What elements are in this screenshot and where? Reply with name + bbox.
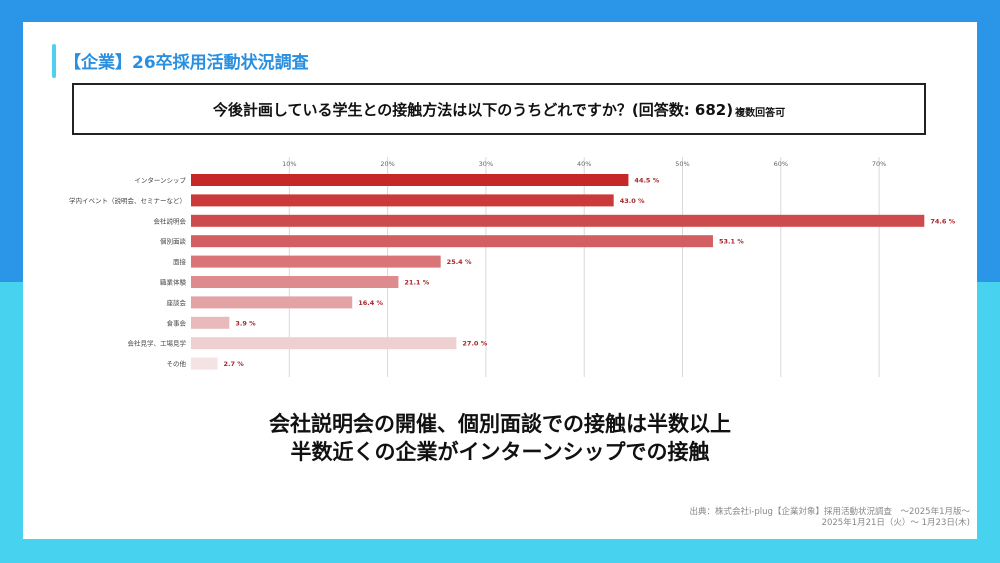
bar <box>191 276 399 288</box>
category-label: 会社見学、工場見学 <box>128 339 187 348</box>
x-tick-label: 30% <box>479 160 493 168</box>
bar <box>191 316 230 329</box>
x-tick-label: 20% <box>380 160 394 168</box>
header-accent-bar <box>52 44 56 78</box>
data-label: 44.5 % <box>634 177 659 185</box>
bar <box>191 296 353 309</box>
bar <box>191 255 441 268</box>
source-line-1: 出典：株式会社i-plug【企業対象】採用活動状況調査 ～2025年1月版～ <box>689 507 970 517</box>
question-box: 今後計画している学生との接触方法は以下のうちどれですか？(回答数: 682) 複… <box>72 83 926 135</box>
data-label: 74.6 % <box>930 217 955 225</box>
conclusion-line-1: 会社説明会の開催、個別面談での接触は半数以上 <box>269 412 731 436</box>
bar <box>191 214 925 227</box>
data-label: 16.4 % <box>358 299 383 307</box>
slide-card <box>23 22 977 539</box>
data-label: 53.1 % <box>719 238 744 246</box>
category-label: インターンシップ <box>134 176 186 185</box>
bar <box>191 357 218 370</box>
category-label: 職業体験 <box>160 278 187 287</box>
x-tick-label: 50% <box>675 160 689 168</box>
x-tick-label: 10% <box>282 160 296 168</box>
bar <box>191 194 614 207</box>
category-label: 座談会 <box>167 298 187 307</box>
category-label: 個別面談 <box>160 237 187 246</box>
x-tick-label: 60% <box>774 160 788 168</box>
data-label: 2.7 % <box>224 360 245 368</box>
data-label: 3.9 % <box>235 319 256 327</box>
bar <box>191 174 629 186</box>
data-label: 27.0 % <box>462 340 487 348</box>
category-label: その他 <box>167 359 187 368</box>
bar <box>191 235 713 248</box>
category-label: 面接 <box>173 257 187 266</box>
data-label: 21.1 % <box>404 279 429 287</box>
question-note: 複数回答可 <box>735 108 786 119</box>
data-label: 43.0 % <box>620 197 645 205</box>
category-label: 会社説明会 <box>154 216 187 225</box>
question-text: 今後計画している学生との接触方法は以下のうちどれですか？(回答数: 682) <box>212 100 734 119</box>
x-tick-label: 40% <box>577 160 591 168</box>
source-line-2: 2025年1月21日（火）～ 1月23日(木) <box>821 518 970 529</box>
category-label: 学内イベント（説明会、セミナーなど） <box>69 196 186 205</box>
data-label: 25.4 % <box>447 258 472 266</box>
x-tick-label: 70% <box>872 160 886 168</box>
bar <box>191 337 457 350</box>
source-note: 出典：株式会社i-plug【企業対象】採用活動状況調査 ～2025年1月版～ 2… <box>689 507 970 530</box>
category-label: 食事会 <box>167 318 187 327</box>
page-title: 【企業】26卒採用活動状況調査 <box>64 53 309 73</box>
conclusion-line-2: 半数近くの企業がインターンシップでの接触 <box>290 440 710 464</box>
